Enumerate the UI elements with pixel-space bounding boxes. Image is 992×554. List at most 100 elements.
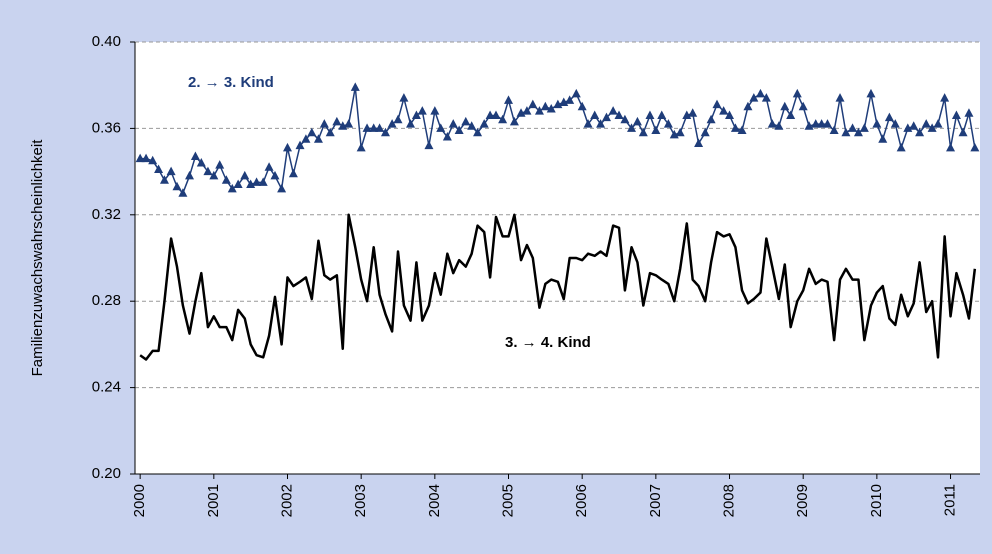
marker — [657, 110, 667, 119]
y-tick-label: 0.20 — [92, 465, 121, 482]
marker — [767, 119, 777, 128]
marker — [798, 101, 808, 111]
marker — [362, 123, 372, 132]
marker — [651, 125, 661, 135]
marker — [522, 106, 532, 115]
marker — [387, 119, 397, 128]
marker — [332, 116, 342, 126]
marker — [866, 88, 876, 98]
x-tick-label: 2003 — [352, 484, 369, 517]
x-tick-label: 2004 — [426, 484, 443, 517]
marker — [196, 157, 206, 167]
marker — [264, 162, 274, 171]
marker — [848, 123, 858, 132]
marker — [424, 140, 434, 150]
marker — [221, 175, 231, 184]
marker — [282, 142, 292, 152]
marker — [946, 142, 956, 152]
marker — [669, 129, 679, 139]
marker — [940, 93, 950, 102]
marker — [277, 183, 287, 193]
marker — [835, 93, 845, 102]
marker — [688, 108, 698, 117]
marker — [504, 95, 514, 104]
marker — [203, 166, 213, 176]
marker — [215, 160, 225, 169]
marker — [627, 123, 637, 132]
x-tick-label: 2008 — [720, 484, 737, 517]
marker — [546, 103, 556, 113]
marker — [694, 138, 704, 148]
marker — [872, 119, 882, 128]
marker — [258, 177, 268, 186]
marker — [608, 106, 618, 115]
marker — [442, 132, 452, 141]
marker — [841, 127, 851, 137]
x-tick-label: 2006 — [573, 484, 590, 517]
marker — [921, 119, 931, 128]
marker — [190, 151, 200, 160]
marker — [166, 166, 176, 176]
y-axis-label: Familienzuwachswahrscheinlichkeit — [29, 139, 46, 377]
marker — [485, 110, 495, 119]
marker — [246, 179, 256, 189]
marker — [313, 134, 323, 143]
annotation: 2. → 3. Kind — [188, 74, 274, 91]
marker — [380, 127, 390, 137]
marker — [467, 121, 477, 130]
plot-area — [135, 42, 980, 474]
marker — [596, 119, 606, 128]
marker — [909, 121, 919, 130]
marker — [135, 153, 145, 163]
marker — [141, 153, 151, 163]
marker — [951, 110, 961, 119]
marker — [454, 125, 464, 135]
marker — [338, 121, 348, 130]
marker — [417, 106, 427, 115]
marker — [553, 99, 563, 109]
marker — [577, 101, 587, 111]
marker — [209, 170, 219, 180]
marker — [780, 101, 790, 111]
marker — [774, 121, 784, 130]
marker — [755, 88, 765, 98]
marker — [411, 110, 421, 119]
marker — [823, 119, 833, 128]
marker — [859, 123, 869, 132]
marker — [516, 108, 526, 117]
marker — [749, 93, 759, 102]
marker — [154, 164, 164, 173]
marker — [295, 140, 305, 150]
y-tick-label: 0.32 — [92, 206, 121, 223]
marker — [638, 127, 648, 137]
x-tick-label: 2009 — [794, 484, 811, 517]
marker — [270, 170, 280, 180]
marker — [706, 114, 716, 124]
marker — [159, 175, 169, 184]
y-tick-label: 0.36 — [92, 119, 121, 136]
marker — [319, 119, 329, 128]
marker — [399, 93, 409, 102]
marker — [565, 95, 575, 104]
marker — [491, 110, 501, 119]
marker — [227, 183, 237, 193]
marker — [479, 119, 489, 128]
marker — [786, 110, 796, 119]
marker — [712, 99, 722, 109]
marker — [632, 116, 642, 126]
marker — [958, 127, 968, 137]
marker — [878, 134, 888, 143]
marker — [325, 127, 335, 137]
marker — [927, 123, 937, 132]
marker — [461, 116, 471, 126]
marker — [178, 188, 188, 197]
marker — [590, 110, 600, 119]
marker — [375, 123, 385, 132]
marker — [559, 97, 569, 106]
marker — [811, 119, 821, 128]
marker — [436, 123, 446, 132]
marker — [737, 125, 747, 135]
marker — [743, 101, 753, 111]
marker — [645, 110, 655, 119]
marker — [583, 119, 593, 128]
